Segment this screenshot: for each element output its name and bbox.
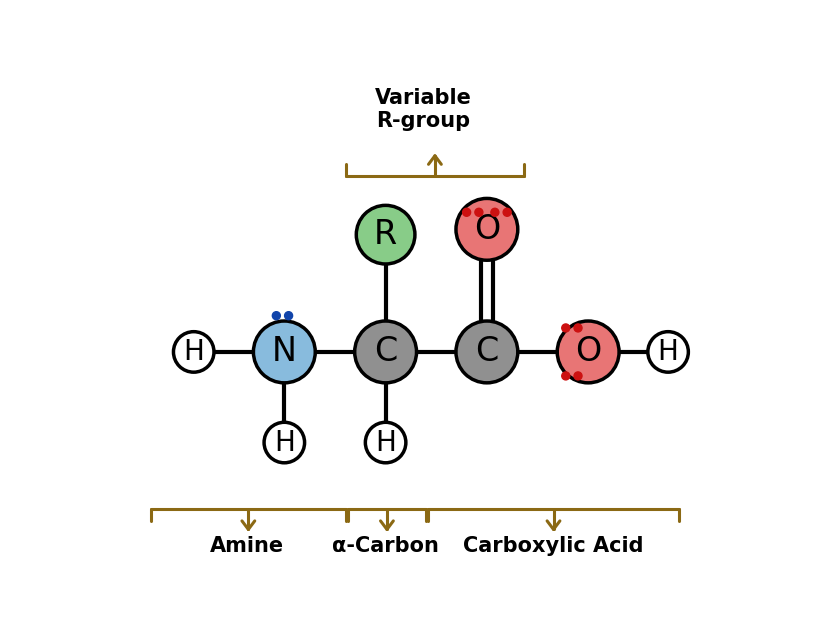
- Text: α-Carbon: α-Carbon: [332, 536, 438, 556]
- Text: C: C: [373, 335, 396, 368]
- Text: H: H: [375, 429, 396, 457]
- Text: O: O: [473, 213, 500, 246]
- Circle shape: [272, 312, 280, 320]
- Circle shape: [573, 324, 581, 332]
- Circle shape: [174, 331, 214, 372]
- Text: Carboxylic Acid: Carboxylic Acid: [463, 536, 643, 556]
- Text: R: R: [373, 218, 396, 251]
- Text: Variable
R-group: Variable R-group: [374, 87, 471, 131]
- Circle shape: [455, 321, 517, 383]
- Circle shape: [474, 208, 482, 216]
- Circle shape: [503, 208, 510, 216]
- Text: H: H: [183, 338, 204, 366]
- Circle shape: [557, 321, 618, 383]
- Circle shape: [462, 208, 470, 216]
- Circle shape: [573, 372, 581, 380]
- Text: O: O: [574, 335, 600, 368]
- Circle shape: [647, 331, 687, 372]
- Circle shape: [365, 422, 405, 463]
- Circle shape: [284, 312, 292, 320]
- Circle shape: [253, 321, 314, 383]
- Circle shape: [264, 422, 304, 463]
- Text: H: H: [657, 338, 677, 366]
- Circle shape: [491, 208, 498, 216]
- Circle shape: [561, 324, 569, 332]
- Circle shape: [355, 206, 414, 264]
- Text: H: H: [274, 429, 294, 457]
- Text: N: N: [272, 335, 296, 368]
- Circle shape: [561, 372, 569, 380]
- Text: C: C: [475, 335, 498, 368]
- Text: Amine: Amine: [210, 536, 283, 556]
- Circle shape: [355, 321, 416, 383]
- Circle shape: [455, 198, 517, 260]
